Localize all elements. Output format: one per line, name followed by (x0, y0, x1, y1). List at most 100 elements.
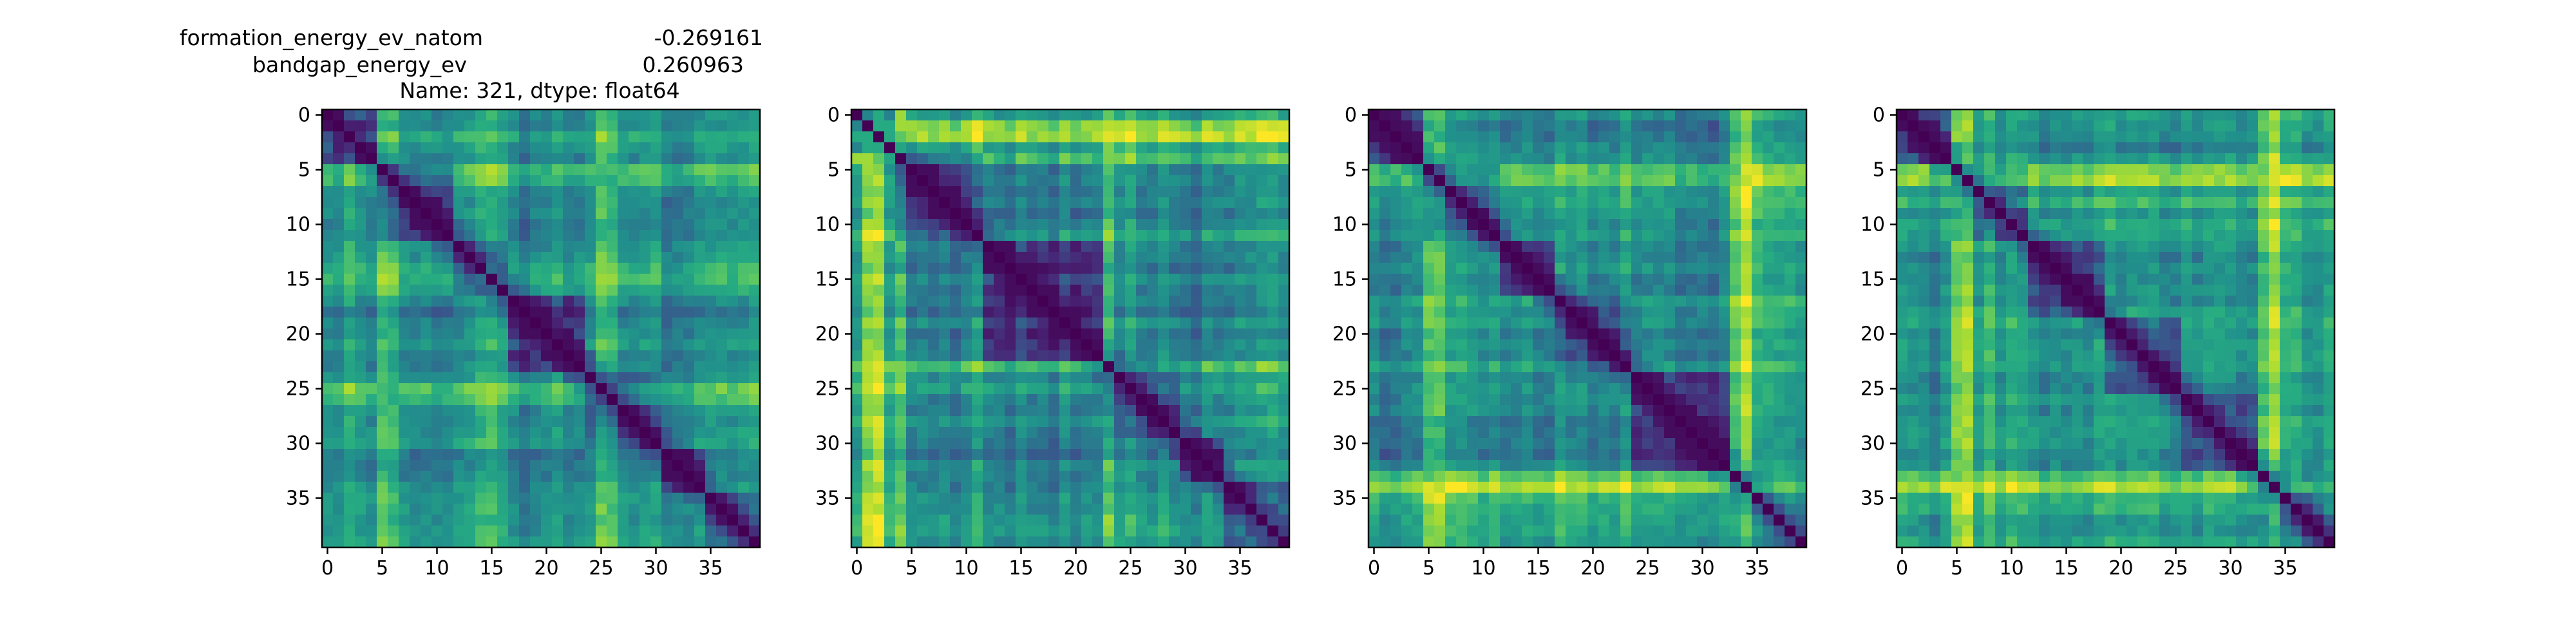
heatmap-cell (475, 285, 487, 296)
heatmap-cell (1423, 328, 1435, 340)
heatmap-cell (1741, 405, 1752, 417)
heatmap-cell (851, 372, 863, 384)
heatmap-cell (1675, 449, 1687, 460)
heatmap-cell (1795, 482, 1807, 493)
heatmap-cell (884, 142, 896, 154)
heatmap-cell (1278, 350, 1290, 362)
heatmap-cell (1245, 296, 1257, 307)
heatmap-cell (1620, 230, 1632, 242)
heatmap-cell (1016, 263, 1027, 274)
heatmap-cell (1598, 230, 1610, 242)
heatmap-cell (585, 208, 596, 220)
heatmap-cell (344, 361, 355, 373)
heatmap-cell (1686, 208, 1698, 220)
heatmap-cell (727, 416, 739, 428)
heatmap-cell (749, 416, 761, 428)
heatmap-cell (939, 372, 951, 384)
heatmap-cell (1125, 460, 1137, 471)
heatmap-cell (1401, 339, 1413, 351)
heatmap-cell (1708, 394, 1719, 406)
heatmap-cell (972, 252, 983, 263)
heatmap-cell (639, 263, 651, 274)
heatmap-cell (1719, 120, 1730, 132)
heatmap-cell (1653, 142, 1665, 154)
heatmap-cell (1191, 536, 1202, 548)
heatmap-cell (322, 285, 334, 296)
heatmap-cell (1412, 394, 1424, 406)
heatmap-cell (694, 383, 706, 395)
heatmap-cell (884, 416, 896, 428)
y-tick-label: 0 (298, 104, 310, 127)
heatmap-cell (1037, 230, 1049, 242)
heatmap-cell (1412, 416, 1424, 428)
heatmap-cell (1752, 427, 1763, 439)
heatmap-cell (1566, 296, 1577, 307)
heatmap-cell (1070, 230, 1082, 242)
heatmap-cell (1577, 142, 1588, 154)
heatmap-cell (1741, 361, 1752, 373)
heatmap-cell (1379, 120, 1391, 132)
heatmap-cell (683, 175, 695, 187)
heatmap-cell (694, 274, 706, 285)
heatmap-cell (519, 175, 531, 187)
heatmap-cell (928, 131, 940, 143)
heatmap-cell (574, 153, 585, 165)
heatmap-cell (917, 372, 929, 384)
heatmap-cell (541, 142, 553, 154)
heatmap-cell (1620, 493, 1632, 504)
heatmap-cell (1379, 263, 1391, 274)
heatmap-cell (683, 219, 695, 231)
heatmap-cell (895, 186, 907, 198)
heatmap-cell (1478, 394, 1490, 406)
heatmap-cell (2258, 120, 2269, 132)
heatmap-cell (939, 164, 951, 176)
heatmap-cell (1566, 241, 1577, 252)
heatmap-cell (2170, 109, 2182, 121)
heatmap-cell (1245, 449, 1257, 460)
heatmap-cell (1675, 142, 1687, 154)
heatmap-cell (366, 460, 377, 471)
heatmap-cell (1577, 526, 1588, 537)
heatmap-cell (895, 274, 907, 285)
heatmap-cell (333, 175, 345, 187)
heatmap-cell (1522, 482, 1533, 493)
heatmap-cell (1125, 416, 1137, 428)
heatmap-cell (464, 471, 476, 482)
heatmap-cell (552, 307, 564, 318)
heatmap-cell (1202, 164, 1213, 176)
heatmap-cell (661, 361, 673, 373)
heatmap-cell (1598, 427, 1610, 439)
heatmap-cell (1686, 427, 1698, 439)
heatmap-cell (1544, 317, 1555, 329)
heatmap-cell (1522, 504, 1533, 515)
heatmap-cell (355, 274, 366, 285)
heatmap-cell (399, 186, 410, 198)
heatmap-cell (727, 438, 739, 450)
heatmap-cell (1664, 471, 1676, 482)
heatmap-cell (1379, 394, 1391, 406)
heatmap-cell (464, 383, 476, 395)
heatmap-cell (1202, 131, 1213, 143)
heatmap-cell (322, 427, 334, 439)
heatmap-cell (650, 142, 662, 154)
heatmap-cell (683, 493, 695, 504)
heatmap-cell (1763, 416, 1774, 428)
heatmap-cell (1897, 120, 1908, 132)
heatmap-cell (1016, 317, 1027, 329)
heatmap-cell (1763, 164, 1774, 176)
heatmap-cell (906, 438, 918, 450)
heatmap-cell (862, 471, 874, 482)
heatmap-cell (410, 493, 421, 504)
heatmap-cell (618, 361, 629, 373)
heatmap-cell (464, 208, 476, 220)
heatmap-cell (1005, 263, 1016, 274)
y-tick-label: 25 (815, 378, 840, 401)
heatmap-cell (639, 438, 651, 450)
heatmap-cell (1005, 241, 1016, 252)
heatmap-cell (738, 109, 750, 121)
heatmap-cell (1180, 219, 1191, 231)
heatmap-cell (1224, 361, 1235, 373)
heatmap-cell (1081, 416, 1093, 428)
heatmap-cell (519, 296, 531, 307)
heatmap-cell (410, 536, 421, 548)
